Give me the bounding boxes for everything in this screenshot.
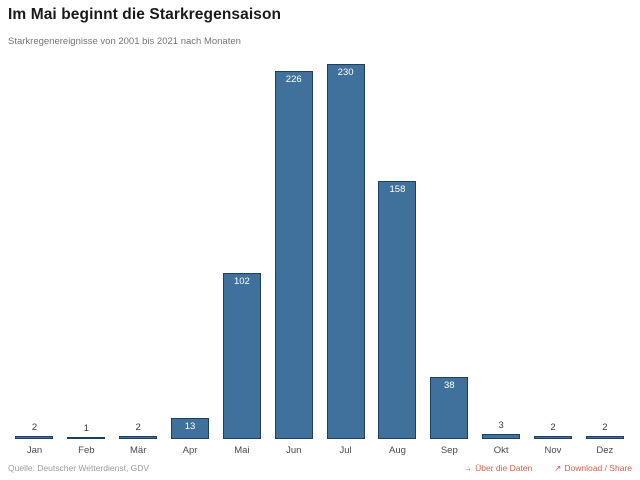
- right-arrow-icon: →: [463, 463, 473, 473]
- bar-value-label: 13: [184, 421, 196, 432]
- bar: [171, 418, 210, 439]
- bar-chart: 2 Jan 1 Feb 2 Mär 13 Apr 102 Mai 226 Jun 230 Jul 158 Au…: [0, 64, 640, 457]
- bar: [15, 436, 54, 439]
- footer-links: → Über die Daten ↗ Download / Share: [464, 463, 632, 474]
- source-note: Quelle: Deutscher Wetterdienst, GDV: [8, 463, 150, 473]
- bar-value-label: 2: [135, 422, 141, 433]
- about-data-link[interactable]: → Über die Daten: [464, 463, 533, 474]
- bar-value-label: 226: [285, 74, 302, 85]
- bar-column: 226 Jun: [268, 64, 320, 457]
- bar: [119, 436, 158, 439]
- download-share-link[interactable]: ↗ Download / Share: [554, 463, 632, 474]
- bar-column: 2 Jan: [9, 64, 61, 457]
- bar: [326, 64, 365, 439]
- bar-value-label: 3: [498, 420, 504, 431]
- bar-column: 1 Feb: [60, 64, 112, 457]
- bar: [274, 71, 313, 439]
- bar-value-label: 2: [602, 422, 608, 433]
- x-axis-label: Mär: [130, 445, 147, 456]
- about-data-link-label: Über die Daten: [475, 463, 533, 473]
- download-share-link-label: Download / Share: [564, 463, 632, 473]
- x-axis-label: Jul: [339, 445, 352, 456]
- x-axis-label: Aug: [388, 445, 406, 456]
- chart-title: Im Mai beginnt die Starkregensaison: [8, 6, 282, 23]
- bar-value-label: 38: [444, 380, 455, 391]
- bar-value-label: 230: [337, 67, 354, 78]
- bar: [482, 434, 521, 439]
- x-axis-label: Feb: [78, 445, 95, 456]
- bar: [222, 273, 261, 439]
- chart-subtitle: Starkregenereignisse von 2001 bis 2021 n…: [8, 36, 241, 47]
- bar-value-label: 158: [389, 184, 406, 195]
- bar-value-label: 2: [550, 422, 556, 433]
- bar-column: 102 Mai: [216, 64, 268, 457]
- bar-column: 158 Aug: [372, 64, 424, 457]
- x-axis-label: Nov: [544, 445, 562, 456]
- bar-column: 2 Dez: [579, 64, 631, 457]
- x-axis-label: Okt: [493, 445, 509, 456]
- x-axis-label: Jan: [26, 445, 43, 456]
- bar-value-label: 102: [233, 276, 250, 287]
- bar-column: 2 Nov: [527, 64, 579, 457]
- bar-column: 38 Sep: [423, 64, 475, 457]
- chart-footer: Quelle: Deutscher Wetterdienst, GDV → Üb…: [8, 461, 632, 475]
- bar: [430, 377, 469, 439]
- bar-value-label: 2: [31, 422, 38, 433]
- bar-column: 230 Jul: [320, 64, 372, 457]
- x-axis-label: Jun: [286, 445, 302, 456]
- bar-value-label: 1: [83, 423, 89, 434]
- bar-column: 2 Mär: [112, 64, 164, 457]
- x-axis-label: Sep: [440, 445, 458, 456]
- bar-column: 13 Apr: [164, 64, 216, 457]
- external-link-icon: ↗: [554, 462, 562, 473]
- x-axis-label: Mai: [234, 445, 250, 456]
- x-axis-label: Dez: [596, 445, 614, 456]
- bar-column: 3 Okt: [475, 64, 527, 457]
- bar: [378, 181, 417, 439]
- bar: [585, 436, 624, 439]
- bar: [67, 437, 106, 439]
- x-axis-label: Apr: [182, 445, 198, 456]
- bar: [533, 436, 572, 439]
